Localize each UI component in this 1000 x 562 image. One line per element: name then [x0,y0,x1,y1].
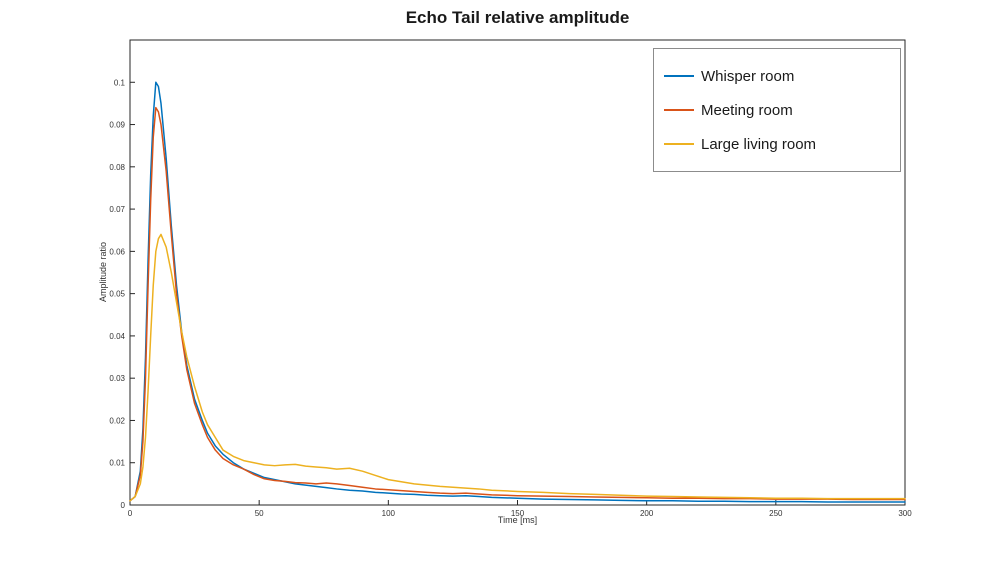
x-tick-label: 100 [382,509,396,518]
y-tick-label: 0.02 [109,416,125,425]
y-tick-label: 0.01 [109,459,125,468]
y-tick-label: 0 [121,501,126,510]
series-line-whisper-room [129,81,906,503]
x-tick-label: 250 [769,509,783,518]
legend-line-sample-icon [664,143,694,145]
y-tick-label: 0.03 [109,374,125,383]
y-tick-label: 0.05 [109,290,125,299]
chart-title: Echo Tail relative amplitude [405,8,630,27]
legend-label: Meeting room [701,101,793,119]
x-tick-label: 50 [255,509,264,518]
legend-line-sample-icon [664,75,694,77]
x-tick-label: 200 [640,509,654,518]
y-tick-label: 0.07 [109,205,125,214]
legend-label: Large living room [701,135,817,153]
legend-line-sample-icon [664,109,694,111]
y-tick-label: 0.08 [109,163,125,172]
x-tick-label: 150 [511,509,525,518]
legend-entry-meeting-room: Meeting room [664,93,900,127]
legend-label: Whisper room [701,67,795,85]
x-tick-label: 300 [898,509,912,518]
y-axis-label: Amplitude ratio [98,241,108,303]
y-tick-label: 0.06 [109,247,125,256]
series-line-large-living-room [129,233,906,502]
legend-entry-whisper-room: Whisper room [664,59,900,93]
x-tick-label: 0 [128,509,133,518]
series-line-meeting-room [129,106,906,502]
y-tick-label: 0.1 [114,78,126,87]
legend-entry-large-living-room: Large living room [664,127,900,161]
legend: Whisper room Meeting room Large living r… [653,48,901,172]
y-tick-label: 0.09 [109,121,125,130]
x-axis-label: Time [ms] [497,515,538,525]
y-tick-label: 0.04 [109,332,125,341]
